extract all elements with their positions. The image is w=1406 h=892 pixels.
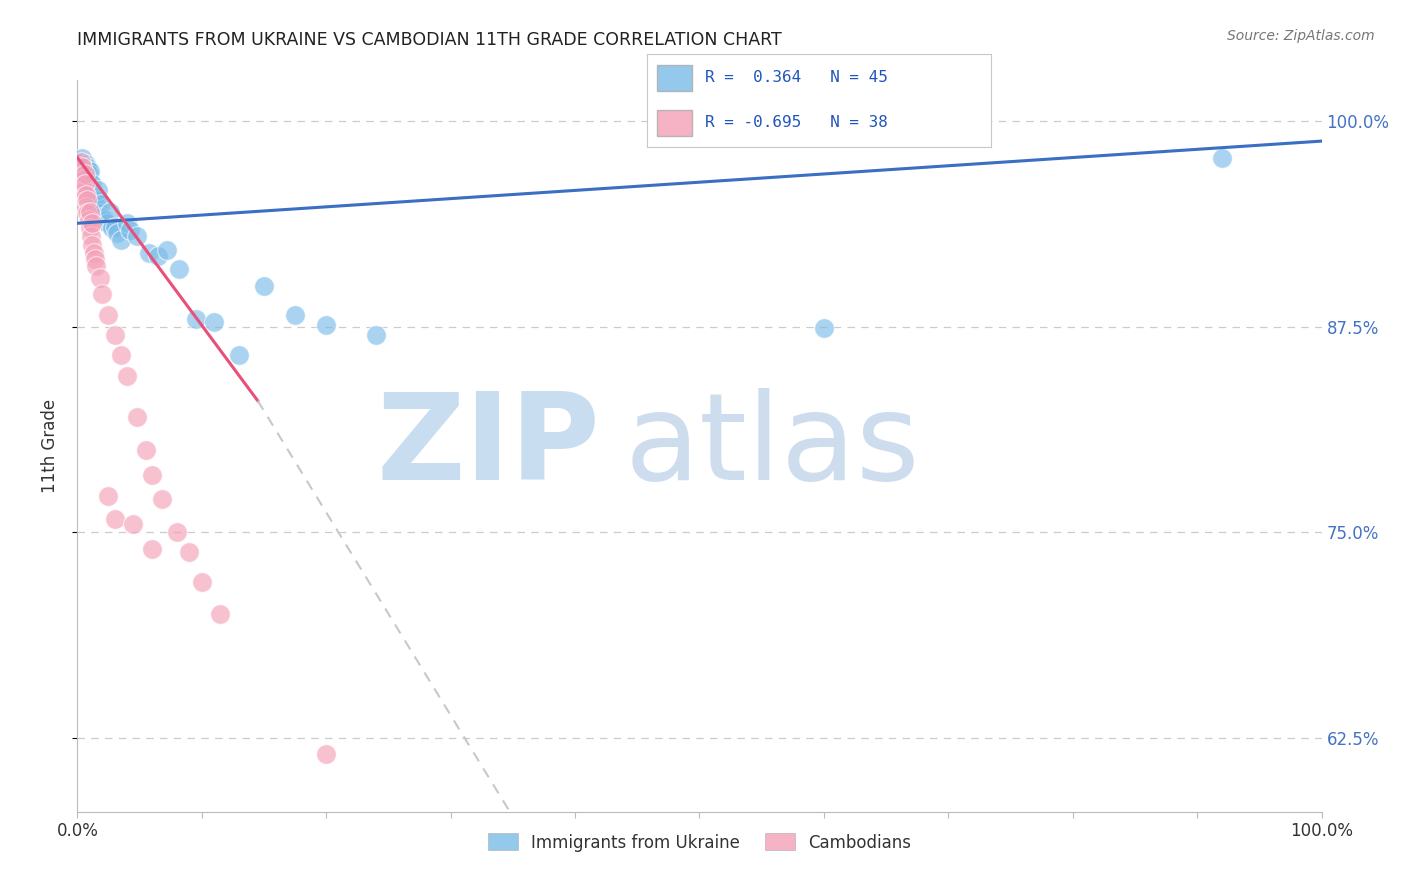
Point	[83, 252, 105, 267]
Point	[169, 262, 191, 277]
Point	[141, 467, 163, 482]
Point	[138, 245, 160, 260]
Text: R =  0.364   N = 45: R = 0.364 N = 45	[706, 70, 889, 86]
Point	[150, 492, 173, 507]
Point	[75, 163, 97, 178]
Point	[75, 200, 97, 214]
Point	[76, 194, 98, 208]
Point	[315, 318, 337, 333]
Point	[70, 155, 93, 169]
Point	[1211, 151, 1233, 165]
Point	[72, 161, 94, 175]
Point	[166, 525, 188, 540]
Point	[83, 186, 105, 201]
Point	[79, 204, 101, 219]
Point	[813, 321, 835, 335]
Point	[315, 747, 337, 762]
Point	[284, 309, 307, 323]
Text: Source: ZipAtlas.com: Source: ZipAtlas.com	[1227, 29, 1375, 44]
Point	[87, 183, 110, 197]
Point	[73, 167, 96, 181]
Text: atlas: atlas	[624, 387, 921, 505]
Point	[104, 512, 127, 526]
Point	[86, 200, 108, 214]
Point	[91, 210, 114, 224]
Point	[80, 180, 103, 194]
Point	[75, 188, 97, 202]
Point	[96, 216, 118, 230]
Text: IMMIGRANTS FROM UKRAINE VS CAMBODIAN 11TH GRADE CORRELATION CHART: IMMIGRANTS FROM UKRAINE VS CAMBODIAN 11T…	[77, 31, 782, 49]
Point	[141, 541, 163, 556]
Point	[93, 213, 115, 227]
Point	[72, 183, 94, 197]
Point	[91, 287, 114, 301]
Point	[75, 157, 97, 171]
Point	[80, 229, 103, 244]
Point	[89, 206, 111, 220]
Point	[70, 155, 93, 169]
Point	[101, 221, 124, 235]
Point	[122, 517, 145, 532]
Point	[82, 183, 104, 197]
Point	[76, 161, 98, 175]
Point	[79, 221, 101, 235]
Point	[209, 607, 232, 622]
Point	[191, 574, 214, 589]
Point	[73, 167, 96, 181]
Point	[84, 259, 107, 273]
Point	[179, 545, 201, 559]
Point	[253, 278, 276, 293]
Point	[83, 190, 105, 204]
Point	[73, 177, 96, 191]
Point	[97, 309, 120, 323]
Point	[104, 219, 127, 234]
Point	[72, 161, 94, 175]
Legend: Immigrants from Ukraine, Cambodians: Immigrants from Ukraine, Cambodians	[481, 827, 918, 858]
Bar	[657, 65, 692, 91]
Point	[110, 233, 132, 247]
Point	[115, 369, 138, 384]
Point	[82, 216, 104, 230]
Point	[104, 328, 127, 343]
Point	[79, 173, 101, 187]
Point	[82, 237, 104, 252]
Text: R = -0.695   N = 38: R = -0.695 N = 38	[706, 115, 889, 130]
Point	[76, 206, 98, 220]
Point	[76, 170, 98, 185]
Point	[72, 172, 94, 186]
Point	[110, 348, 132, 362]
Point	[148, 249, 170, 263]
Point	[79, 163, 101, 178]
Point	[135, 443, 157, 458]
Point	[90, 196, 112, 211]
Point	[184, 311, 207, 326]
Point	[118, 223, 141, 237]
Bar	[657, 110, 692, 136]
Point	[82, 177, 104, 191]
Point	[72, 151, 94, 165]
Point	[125, 229, 148, 244]
Point	[202, 315, 225, 329]
Point	[105, 226, 128, 240]
Point	[83, 245, 105, 260]
Text: ZIP: ZIP	[377, 387, 600, 505]
Point	[115, 216, 138, 230]
Point	[228, 348, 250, 362]
Point	[89, 270, 111, 285]
Point	[97, 489, 120, 503]
Point	[156, 243, 179, 257]
Point	[98, 204, 121, 219]
Point	[364, 328, 387, 343]
Point	[84, 194, 107, 208]
Point	[77, 213, 100, 227]
Y-axis label: 11th Grade: 11th Grade	[41, 399, 59, 493]
Point	[77, 167, 100, 181]
Point	[125, 410, 148, 425]
